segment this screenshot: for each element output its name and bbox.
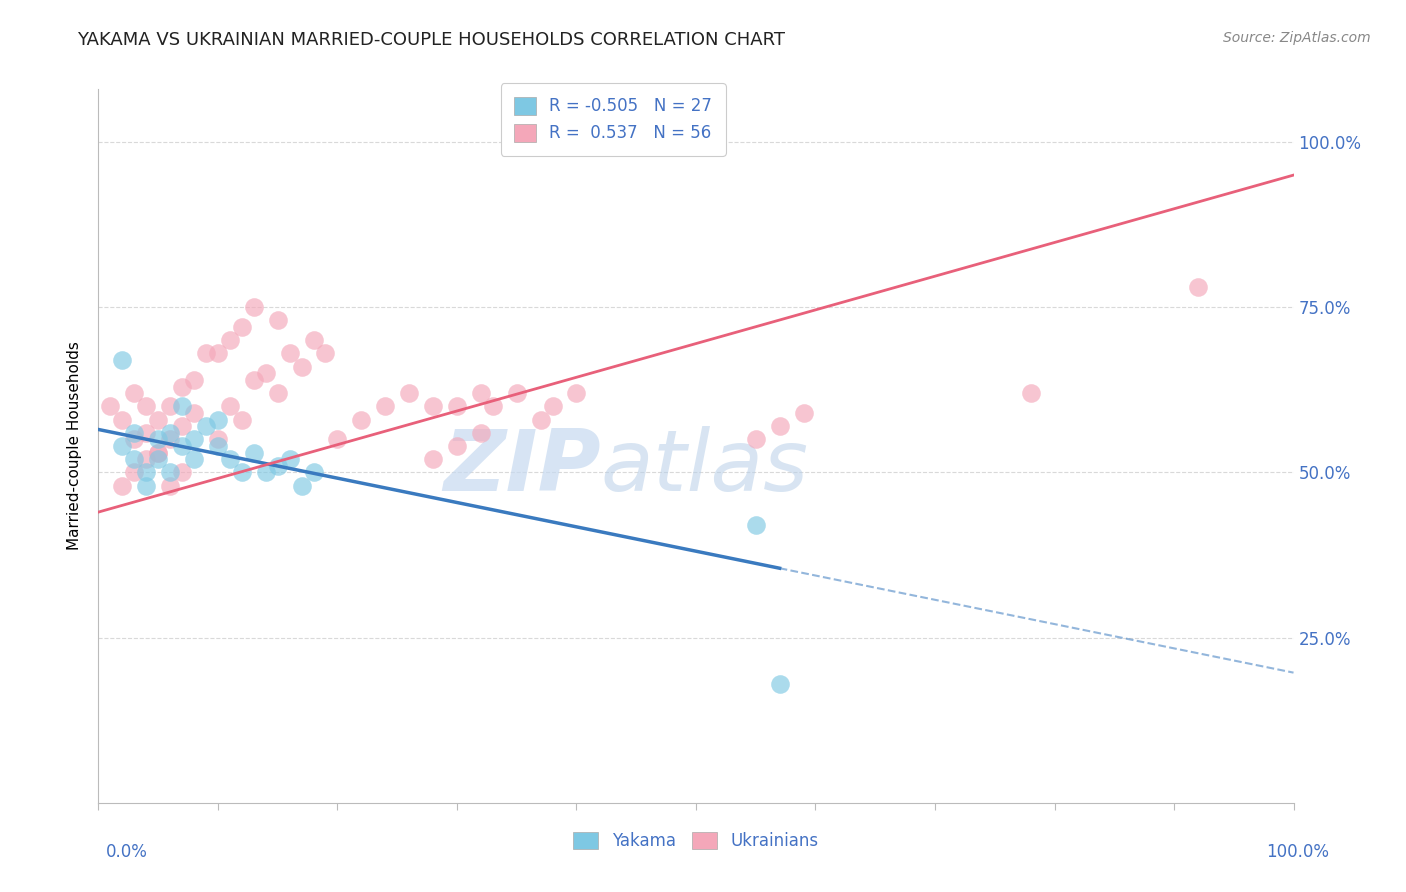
- Point: [148, 433, 170, 447]
- Point: [159, 425, 181, 440]
- Point: [745, 433, 768, 447]
- Point: [124, 433, 146, 447]
- Point: [398, 386, 420, 401]
- Point: [111, 353, 134, 368]
- Point: [422, 452, 444, 467]
- Point: [1187, 280, 1209, 294]
- Point: [565, 386, 588, 401]
- Point: [207, 346, 229, 360]
- Point: [446, 439, 468, 453]
- Point: [207, 439, 229, 453]
- Point: [124, 466, 146, 480]
- Text: 100.0%: 100.0%: [1265, 843, 1329, 861]
- Point: [326, 433, 349, 447]
- Point: [254, 367, 277, 381]
- Point: [219, 452, 242, 467]
- Point: [302, 333, 325, 347]
- Point: [446, 400, 468, 414]
- Point: [183, 373, 205, 387]
- Point: [159, 433, 181, 447]
- Point: [148, 445, 170, 459]
- Point: [302, 466, 325, 480]
- Legend: Yakama, Ukrainians: Yakama, Ukrainians: [565, 824, 827, 859]
- Point: [159, 478, 181, 492]
- Point: [278, 452, 301, 467]
- Point: [470, 425, 492, 440]
- Point: [267, 458, 290, 473]
- Point: [254, 466, 277, 480]
- Point: [267, 386, 290, 401]
- Point: [195, 419, 218, 434]
- Point: [98, 400, 122, 414]
- Point: [207, 412, 229, 426]
- Point: [111, 439, 134, 453]
- Point: [195, 346, 218, 360]
- Point: [231, 412, 253, 426]
- Point: [422, 400, 444, 414]
- Point: [124, 452, 146, 467]
- Point: [172, 379, 194, 393]
- Point: [291, 359, 314, 374]
- Point: [315, 346, 337, 360]
- Point: [219, 333, 242, 347]
- Point: [243, 373, 266, 387]
- Point: [541, 400, 564, 414]
- Point: [135, 466, 157, 480]
- Point: [124, 386, 146, 401]
- Point: [159, 466, 181, 480]
- Point: [231, 320, 253, 334]
- Point: [1019, 386, 1042, 401]
- Point: [159, 400, 181, 414]
- Y-axis label: Married-couple Households: Married-couple Households: [67, 342, 83, 550]
- Point: [183, 452, 205, 467]
- Point: [111, 478, 134, 492]
- Point: [530, 412, 553, 426]
- Point: [291, 478, 314, 492]
- Point: [768, 677, 790, 691]
- Point: [768, 419, 790, 434]
- Point: [231, 466, 253, 480]
- Point: [243, 445, 266, 459]
- Point: [278, 346, 301, 360]
- Point: [183, 433, 205, 447]
- Point: [172, 439, 194, 453]
- Point: [111, 412, 134, 426]
- Text: 0.0%: 0.0%: [105, 843, 148, 861]
- Point: [207, 433, 229, 447]
- Point: [793, 406, 815, 420]
- Point: [135, 452, 157, 467]
- Point: [183, 406, 205, 420]
- Point: [243, 300, 266, 314]
- Point: [135, 425, 157, 440]
- Point: [148, 445, 170, 459]
- Point: [148, 452, 170, 467]
- Text: atlas: atlas: [600, 425, 808, 509]
- Point: [124, 425, 146, 440]
- Point: [506, 386, 529, 401]
- Point: [745, 518, 768, 533]
- Point: [350, 412, 373, 426]
- Text: Source: ZipAtlas.com: Source: ZipAtlas.com: [1223, 31, 1371, 45]
- Point: [172, 466, 194, 480]
- Point: [481, 400, 505, 414]
- Text: ZIP: ZIP: [443, 425, 600, 509]
- Point: [135, 478, 157, 492]
- Point: [267, 313, 290, 327]
- Point: [470, 386, 492, 401]
- Point: [135, 400, 157, 414]
- Point: [172, 419, 194, 434]
- Text: YAKAMA VS UKRAINIAN MARRIED-COUPLE HOUSEHOLDS CORRELATION CHART: YAKAMA VS UKRAINIAN MARRIED-COUPLE HOUSE…: [77, 31, 786, 49]
- Point: [172, 400, 194, 414]
- Point: [148, 412, 170, 426]
- Point: [219, 400, 242, 414]
- Point: [374, 400, 396, 414]
